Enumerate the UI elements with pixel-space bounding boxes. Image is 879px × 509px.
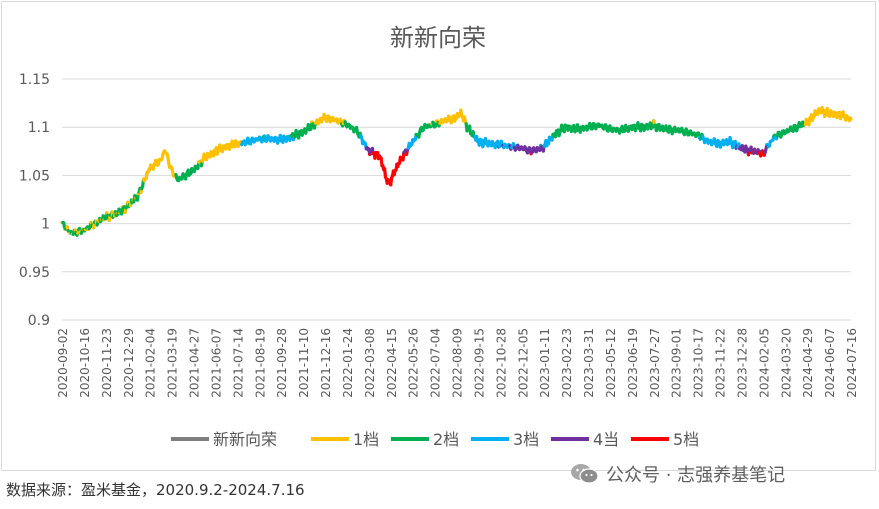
y-tick-label: 1.1 (28, 120, 50, 136)
y-tick-label: 0.95 (19, 265, 50, 281)
x-tick-label: 2023-09-01 (670, 328, 684, 398)
x-tick-label: 2021-07-14 (231, 328, 245, 398)
y-axis-ticks: 1.15 1.1 1.05 1 0.95 0.9 (19, 72, 50, 329)
x-tick-label: 2023-01-11 (538, 328, 552, 398)
legend-label: 4当 (593, 430, 619, 449)
legend: 新新向荣 1档 2档 3档 4当 5档 (171, 430, 699, 449)
x-axis-ticks: 2020-09-02 2020-10-16 2020-11-23 2020-12-29… (56, 328, 859, 398)
gridlines (62, 78, 851, 321)
legend-label: 新新向荣 (213, 430, 277, 449)
x-tick-label: 2020-11-23 (100, 328, 114, 398)
x-tick-label: 2024-03-20 (779, 328, 793, 398)
chart-title: 新新向荣 (390, 24, 486, 52)
legend-label: 3档 (513, 430, 539, 449)
x-tick-label: 2021-08-19 (253, 328, 267, 398)
x-tick-label: 2021-09-28 (275, 328, 289, 398)
x-tick-label: 2022-07-04 (429, 328, 443, 398)
series-segment (848, 116, 853, 121)
x-tick-label: 2022-09-15 (472, 328, 486, 398)
x-tick-label: 2022-05-26 (407, 328, 421, 398)
legend-label: 1档 (353, 430, 379, 449)
legend-label: 5档 (673, 430, 699, 449)
x-tick-label: 2023-07-27 (648, 328, 662, 398)
x-tick-label: 2023-12-28 (735, 328, 749, 398)
watermark: 公众号 · 志强养基笔记 (570, 459, 785, 489)
source-note: 数据来源：盈米基金，2020.9.2-2024.7.16 (6, 481, 305, 499)
x-tick-label: 2021-04-27 (188, 328, 202, 398)
x-tick-label: 2020-09-02 (56, 328, 70, 398)
x-tick-label: 2020-10-16 (78, 328, 92, 398)
series-lines (60, 105, 853, 237)
x-tick-label: 2021-02-04 (144, 328, 158, 398)
y-tick-label: 1.05 (19, 168, 50, 184)
x-tick-label: 2021-03-19 (166, 328, 180, 398)
chart-frame: 新新向荣 1.15 1.1 1.05 1 0.95 0.9 2020-09-02 2020-… (1, 1, 876, 471)
wechat-icon (571, 464, 599, 484)
x-tick-label: 2024-02-05 (757, 328, 771, 398)
x-tick-label: 2022-08-09 (451, 328, 465, 398)
x-tick-label: 2023-06-19 (626, 328, 640, 398)
x-tick-label: 2024-04-29 (801, 328, 815, 398)
x-tick-label: 2023-02-23 (560, 328, 574, 398)
x-tick-label: 2021-06-07 (209, 328, 223, 398)
x-tick-label: 2021-12-16 (319, 328, 333, 398)
x-tick-label: 2023-05-12 (604, 328, 618, 398)
x-tick-label: 2023-10-17 (692, 328, 706, 398)
x-tick-label: 2024-07-16 (845, 328, 859, 398)
x-tick-label: 2022-01-24 (341, 328, 355, 398)
x-tick-label: 2023-11-22 (714, 328, 728, 398)
y-tick-label: 0.9 (28, 313, 50, 329)
x-tick-label: 2022-04-15 (385, 328, 399, 398)
x-tick-label: 2022-03-08 (363, 328, 377, 398)
x-tick-label: 2021-11-10 (297, 328, 311, 398)
x-tick-label: 2022-10-28 (494, 328, 508, 398)
legend-label: 2档 (433, 430, 459, 449)
x-tick-label: 2022-12-05 (516, 328, 530, 398)
x-tick-label: 2024-06-07 (823, 328, 837, 398)
x-tick-label: 2023-03-31 (582, 328, 596, 398)
y-tick-label: 1 (41, 217, 50, 233)
watermark-text: 公众号 · 志强养基笔记 (606, 465, 786, 486)
y-tick-label: 1.15 (19, 72, 50, 88)
x-tick-label: 2020-12-29 (122, 328, 136, 398)
